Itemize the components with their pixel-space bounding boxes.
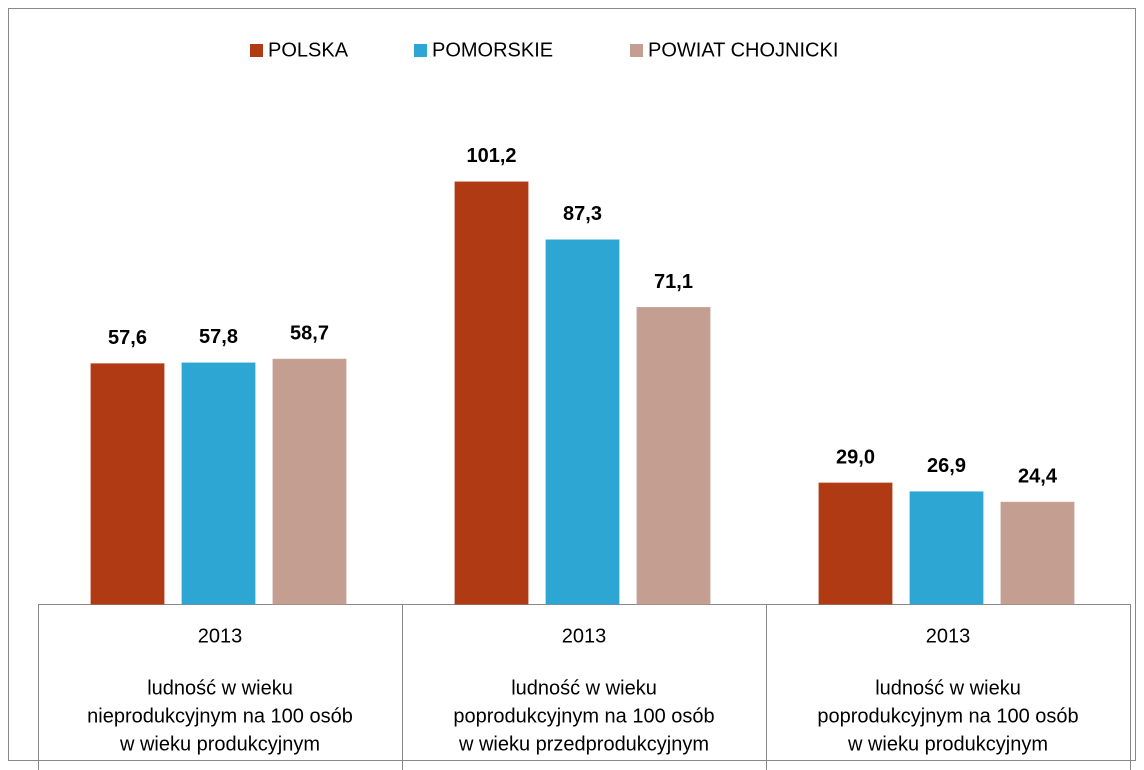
legend-label: POMORSKIE xyxy=(432,39,553,61)
bar xyxy=(272,358,347,605)
bar xyxy=(909,491,984,605)
legend-label: POLSKA xyxy=(268,39,349,61)
x-tick-label: 2013 xyxy=(926,625,971,647)
bar xyxy=(181,362,256,605)
bar xyxy=(545,239,620,605)
legend-label: POWIAT CHOJNICKI xyxy=(648,39,838,61)
data-label: 87,3 xyxy=(563,203,602,225)
x-tick-label: 2013 xyxy=(198,625,243,647)
data-label: 24,4 xyxy=(1018,466,1058,488)
category-label: w wieku produkcyjnym xyxy=(847,733,1048,755)
category-label: poprodukcyjnym na 100 osób xyxy=(453,705,714,727)
bar xyxy=(1000,501,1075,605)
category-label: ludność w wieku xyxy=(147,677,293,699)
category-label: w wieku przedprodukcyjnym xyxy=(458,733,709,755)
category-label: poprodukcyjnym na 100 osób xyxy=(817,705,1078,727)
category-label: ludność w wieku xyxy=(511,677,657,699)
category-label: nieprodukcyjnym na 100 osób xyxy=(87,705,353,727)
bar xyxy=(90,363,165,605)
chart-frame xyxy=(8,8,1136,761)
bar xyxy=(818,482,893,605)
legend-swatch xyxy=(414,44,427,57)
category-label: ludność w wieku xyxy=(875,677,1021,699)
bar xyxy=(454,181,529,605)
data-label: 71,1 xyxy=(654,271,693,293)
category-label: w wieku produkcyjnym xyxy=(119,733,320,755)
bar xyxy=(636,306,711,605)
data-label: 26,9 xyxy=(927,455,966,477)
data-label: 101,2 xyxy=(466,145,516,167)
data-label: 57,8 xyxy=(199,326,238,348)
data-label: 29,0 xyxy=(836,446,875,468)
legend-swatch xyxy=(630,44,643,57)
x-tick-label: 2013 xyxy=(562,625,607,647)
data-label: 58,7 xyxy=(290,322,329,344)
legend-swatch xyxy=(250,44,263,57)
data-label: 57,6 xyxy=(108,327,147,349)
